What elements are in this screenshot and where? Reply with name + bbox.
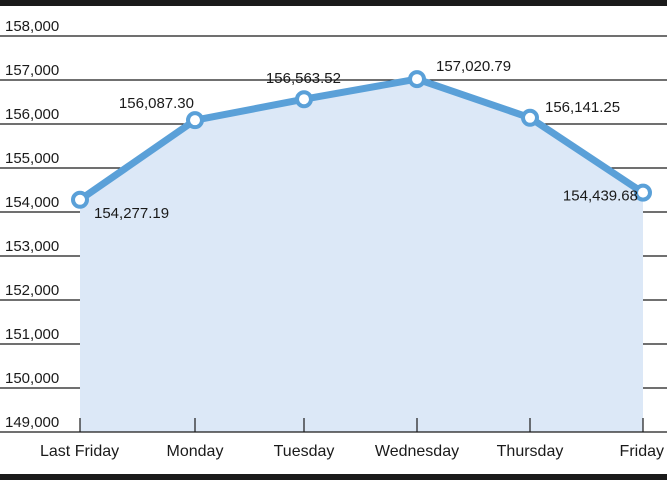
data-label: 156,563.52 xyxy=(266,70,341,87)
x-axis: Last Friday Monday Tuesday Wednesday Thursda… xyxy=(0,418,667,460)
y-tick-label: 158,000 xyxy=(5,18,59,35)
data-point-marker xyxy=(521,108,539,127)
data-point-marker xyxy=(408,70,426,89)
y-tick-label: 149,000 xyxy=(5,414,59,431)
area-fill-shape xyxy=(80,79,643,432)
y-axis-tick-labels: 149,000 150,000 151,000 152,000 153,000 154,0… xyxy=(5,18,59,431)
area-fill xyxy=(80,79,643,432)
y-tick-label: 150,000 xyxy=(5,370,59,387)
y-tick-label: 156,000 xyxy=(5,106,59,123)
bottom-frame-bar xyxy=(0,474,667,480)
data-label: 154,277.19 xyxy=(94,205,169,222)
x-tick-label: Last Friday xyxy=(40,443,119,460)
y-tick-label: 151,000 xyxy=(5,326,59,343)
top-frame-bar xyxy=(0,0,667,6)
series-markers xyxy=(71,70,652,209)
y-tick-label: 157,000 xyxy=(5,62,59,79)
data-label: 156,087.30 xyxy=(119,95,194,112)
series-line xyxy=(76,75,647,204)
data-point-marker xyxy=(186,111,204,130)
data-label: 156,141.25 xyxy=(545,99,620,116)
data-labels: 154,277.19 156,087.30 156,563.52 157,020.79… xyxy=(94,58,638,222)
data-point-marker xyxy=(634,183,652,202)
data-point-marker xyxy=(71,190,89,209)
y-tick-label: 152,000 xyxy=(5,282,59,299)
y-tick-label: 154,000 xyxy=(5,194,59,211)
x-tick-label: Friday xyxy=(620,443,664,460)
data-label: 157,020.79 xyxy=(436,58,511,75)
series-line-path xyxy=(76,75,647,204)
x-tick-label: Tuesday xyxy=(274,443,335,460)
x-tick-label: Thursday xyxy=(497,443,564,460)
y-tick-label: 153,000 xyxy=(5,238,59,255)
x-tick-label: Wednesday xyxy=(375,443,459,460)
x-tick-label: Monday xyxy=(167,443,224,460)
data-label: 154,439.68 xyxy=(563,188,638,205)
y-tick-label: 155,000 xyxy=(5,150,59,167)
data-point-marker xyxy=(295,90,313,109)
